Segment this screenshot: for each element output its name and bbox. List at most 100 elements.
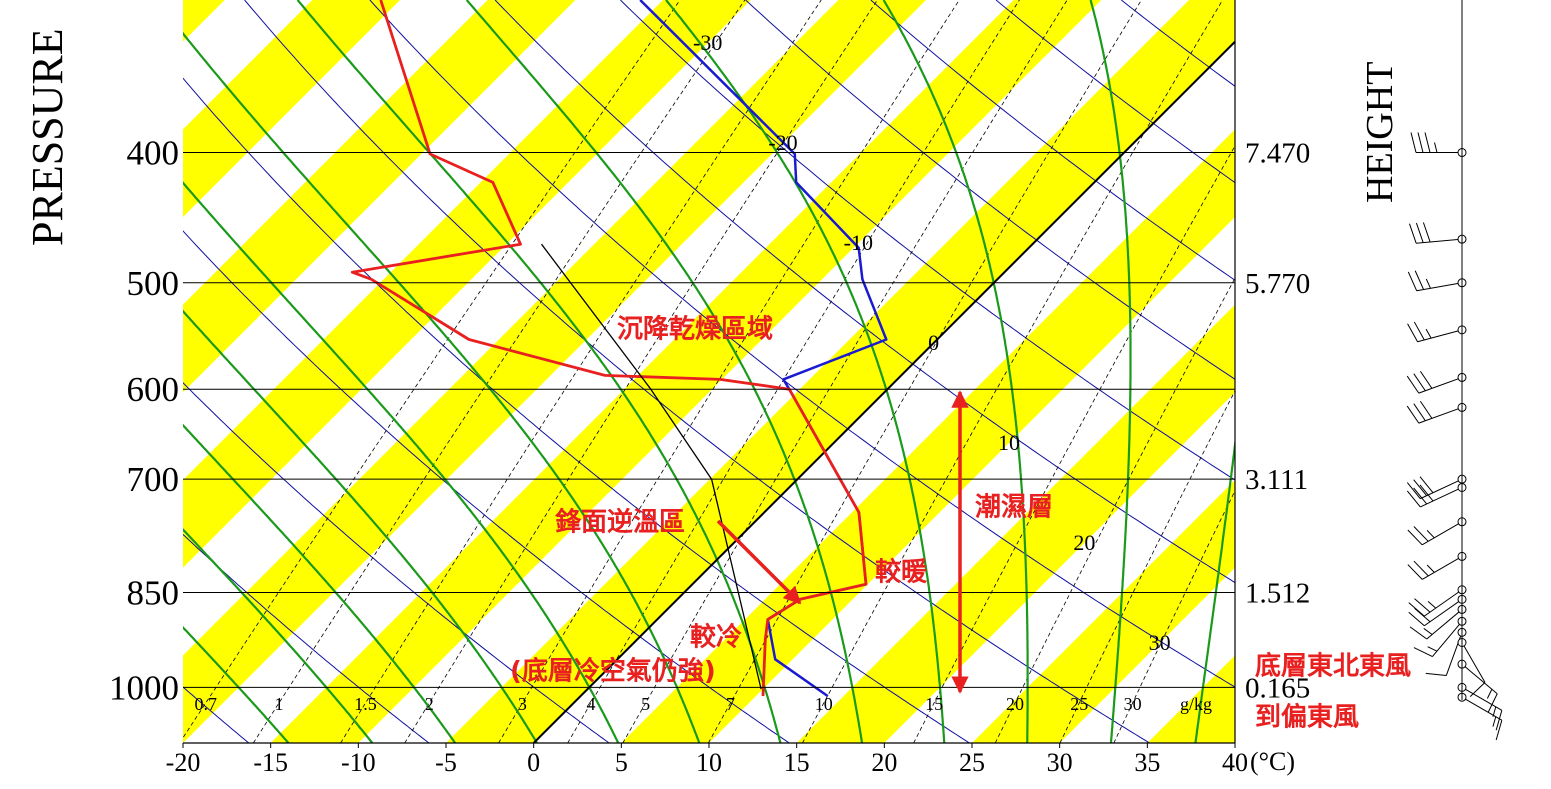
x-tick-label: 5 [615, 748, 628, 777]
stripe [270, 0, 1102, 743]
wind-barb [1407, 555, 1463, 580]
mixing-ratio-label: 25 [1070, 694, 1088, 714]
x-tick-label: 35 [1134, 748, 1160, 777]
isotherm-label: 10 [998, 430, 1020, 455]
isotherm [532, 40, 1235, 743]
dry-adiabat [620, 0, 1235, 481]
height-label: 0.165 [1245, 672, 1310, 704]
dry-adiabat [183, 533, 430, 743]
wind-barb [1407, 521, 1463, 546]
mixing-ratio-line [404, 0, 878, 743]
mixing-ratio-line [1059, 389, 1235, 743]
mixing-ratio-label: 4 [586, 694, 595, 714]
dry-adiabat [369, 0, 1235, 688]
mixing-ratio-label: 3 [518, 694, 527, 714]
x-tick-label: 30 [1047, 748, 1073, 777]
mixing-ratio-line [567, 0, 1020, 743]
height-label: 5.770 [1245, 268, 1310, 300]
x-tick-label: -10 [341, 748, 376, 777]
dry-adiabat [870, 0, 1235, 281]
annotation: (底層冷空氣仍強) [510, 656, 716, 687]
isotherm-label: -20 [768, 130, 797, 155]
moist-adiabat [183, 309, 538, 743]
wind-barb [1409, 609, 1463, 640]
mixing-ratio-line [498, 0, 960, 743]
arrow [716, 519, 802, 605]
isotherm-label: -30 [693, 30, 722, 55]
y-axis-title: PRESSURE [23, 28, 72, 246]
dry-adiabat [183, 382, 610, 743]
mixing-ratio-label: 1 [274, 694, 283, 714]
x-tick-label: 40 [1222, 748, 1248, 777]
x-axis-unit: (°C) [1250, 747, 1295, 776]
stripe [796, 304, 1235, 743]
stripe [972, 479, 1235, 743]
mixing-ratio-label: 7 [726, 694, 735, 714]
annotation: 鋒面逆溫區 [554, 507, 685, 538]
moist-adiabat [882, 0, 1029, 743]
profile-line [540, 243, 762, 690]
wind-barb [1461, 696, 1503, 741]
y-tick-label: 700 [127, 460, 180, 499]
mixing-ratio-label: 5 [641, 694, 650, 714]
moist-adiabat [465, 0, 864, 743]
height-label: 3.111 [1245, 464, 1308, 496]
annotation: 底層東北東風 [1255, 651, 1411, 682]
mixing-ratio-line [708, 0, 1142, 743]
stripe [446, 0, 1235, 743]
isotherm-label: 0 [928, 330, 939, 355]
wind-barb [1408, 598, 1463, 627]
annotation: 沉降乾燥區域 [617, 315, 773, 345]
dry-adiabat [494, 0, 1235, 584]
stripe [183, 0, 225, 42]
mixing-ratio-label: 30 [1124, 694, 1142, 714]
annotation: 到偏東風 [1255, 702, 1359, 733]
mixing-ratio-label: 0.7 [194, 694, 217, 714]
stripe [1147, 655, 1235, 743]
mixing-ratio-label: 10 [815, 694, 833, 714]
y-tick-label: 400 [127, 134, 180, 173]
stripe [183, 0, 400, 217]
wind-barb [1410, 132, 1462, 154]
height-label: 7.470 [1245, 138, 1310, 170]
x-tick-label: -15 [253, 748, 288, 777]
wind-barb [1461, 663, 1498, 713]
wind-barb [1408, 222, 1463, 244]
profile-line [350, 0, 868, 697]
wind-barb [1461, 642, 1486, 698]
moist-adiabat [296, 0, 782, 743]
y2-axis-title: HEIGHT [1359, 62, 1401, 203]
mixing-ratio-unit: g/kg [1180, 694, 1212, 714]
mixing-ratio-line [252, 0, 746, 743]
wind-barb [1406, 476, 1463, 500]
wind-barb [1406, 484, 1463, 508]
y-tick-label: 1000 [109, 668, 179, 707]
isotherm-label: 30 [1149, 630, 1171, 655]
wind-barb [1413, 620, 1463, 658]
mixing-ratio-line [340, 0, 822, 743]
height-label: 1.512 [1245, 578, 1310, 610]
mixing-ratio-label: 15 [925, 694, 943, 714]
wind-barb [1406, 400, 1463, 424]
y-tick-label: 850 [127, 574, 180, 613]
stripe [183, 0, 926, 743]
annotation: 潮濕層 [975, 493, 1053, 523]
moist-adiabat [665, 0, 946, 743]
x-tick-label: 25 [959, 748, 985, 777]
annotation: 較冷 [690, 622, 742, 653]
x-tick-label: -20 [166, 748, 201, 777]
isotherm-label: 20 [1073, 530, 1095, 555]
x-tick-label: 20 [871, 748, 897, 777]
moist-adiabat [1089, 0, 1132, 743]
mixing-ratio-label: 20 [1006, 694, 1024, 714]
moist-adiabat [183, 527, 374, 743]
annotation: 較暖 [875, 557, 928, 588]
moist-adiabat [1194, 436, 1235, 743]
moist-adiabat [183, 31, 701, 743]
wind-barb [1406, 371, 1463, 394]
moist-adiabat [183, 625, 290, 743]
dry-adiabat [244, 0, 1150, 743]
